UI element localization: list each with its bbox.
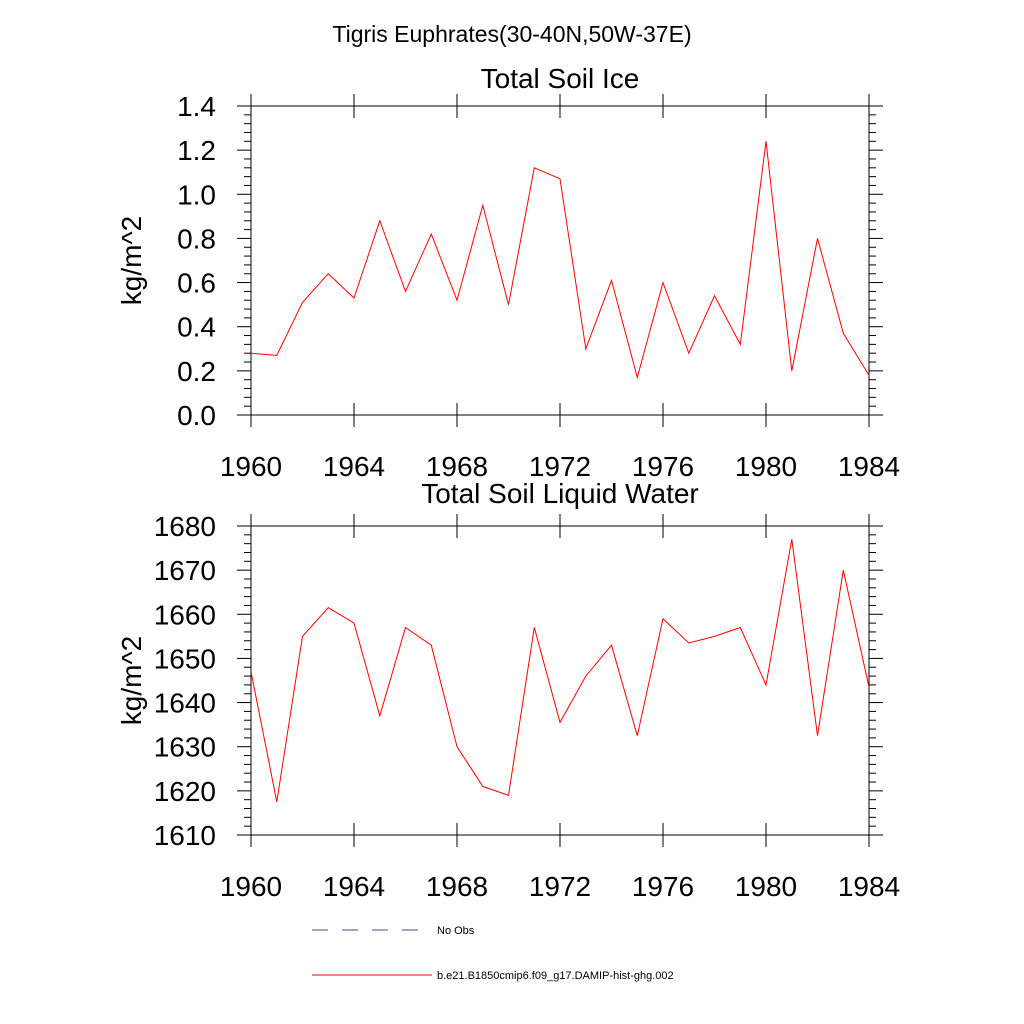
plot-frame [250,105,870,416]
x-tick-label: 1984 [838,451,900,482]
chart-panel-2: Total Soil Liquid Water 1960 1964 1968 1972 1… [116,478,900,902]
x-tick-label: 1984 [838,871,900,902]
y-tick-label: 0.0 [177,400,216,431]
y-tick-label: 1610 [154,820,216,851]
y-tick-label: 1650 [154,643,216,674]
y-tick-label: 1.2 [177,135,216,166]
y-tick-label: 0.4 [177,312,216,343]
x-tick-label: 1960 [220,451,282,482]
x-tick-label: 1976 [632,871,694,902]
y-tick-label: 1630 [154,732,216,763]
legend-label: No Obs [437,925,475,937]
y-tick-label: 0.6 [177,268,216,299]
y-tick-label: 1.4 [177,91,216,122]
legend: No Obs b.e21.B1850cmip6.f09_g17.DAMIP-his… [312,925,674,982]
x-tick-label: 1980 [735,451,797,482]
y-tick-label: 1.0 [177,179,216,210]
x-tick-label: 1972 [529,871,591,902]
y-tick-label: 1670 [154,555,216,586]
y-axis-label: kg/m^2 [116,636,147,725]
y-tick-label: 1680 [154,511,216,542]
panel-title: Total Soil Liquid Water [421,478,699,509]
legend-item: b.e21.B1850cmip6.f09_g17.DAMIP-hist-ghg.… [312,970,674,982]
x-tick-label: 1980 [735,871,797,902]
x-tick-label: 1968 [426,871,488,902]
panel-title: Total Soil Ice [481,63,640,94]
y-tick-label: 1620 [154,776,216,807]
plot-frame [250,525,870,836]
chart-panel-1: Total Soil Ice 1960 1964 1968 1972 1976 1980 19… [116,63,900,482]
series-line [251,141,869,380]
series-line [251,539,869,802]
y-axis-label: kg/m^2 [116,216,147,305]
x-tick-label: 1972 [529,451,591,482]
figure-title: Tigris Euphrates(30-40N,50W-37E) [332,21,691,47]
x-tick-label: 1960 [220,871,282,902]
legend-label: b.e21.B1850cmip6.f09_g17.DAMIP-hist-ghg.… [437,970,674,982]
y-tick-label: 0.2 [177,356,216,387]
x-tick-label: 1964 [323,871,385,902]
legend-item: No Obs [312,925,475,937]
chart-panels: Total Soil Ice 1960 1964 1968 1972 1976 1980 19… [116,63,900,902]
x-tick-label: 1976 [632,451,694,482]
y-tick-label: 1640 [154,688,216,719]
y-tick-label: 1660 [154,599,216,630]
y-tick-label: 0.8 [177,223,216,254]
x-tick-label: 1968 [426,451,488,482]
x-tick-label: 1964 [323,451,385,482]
